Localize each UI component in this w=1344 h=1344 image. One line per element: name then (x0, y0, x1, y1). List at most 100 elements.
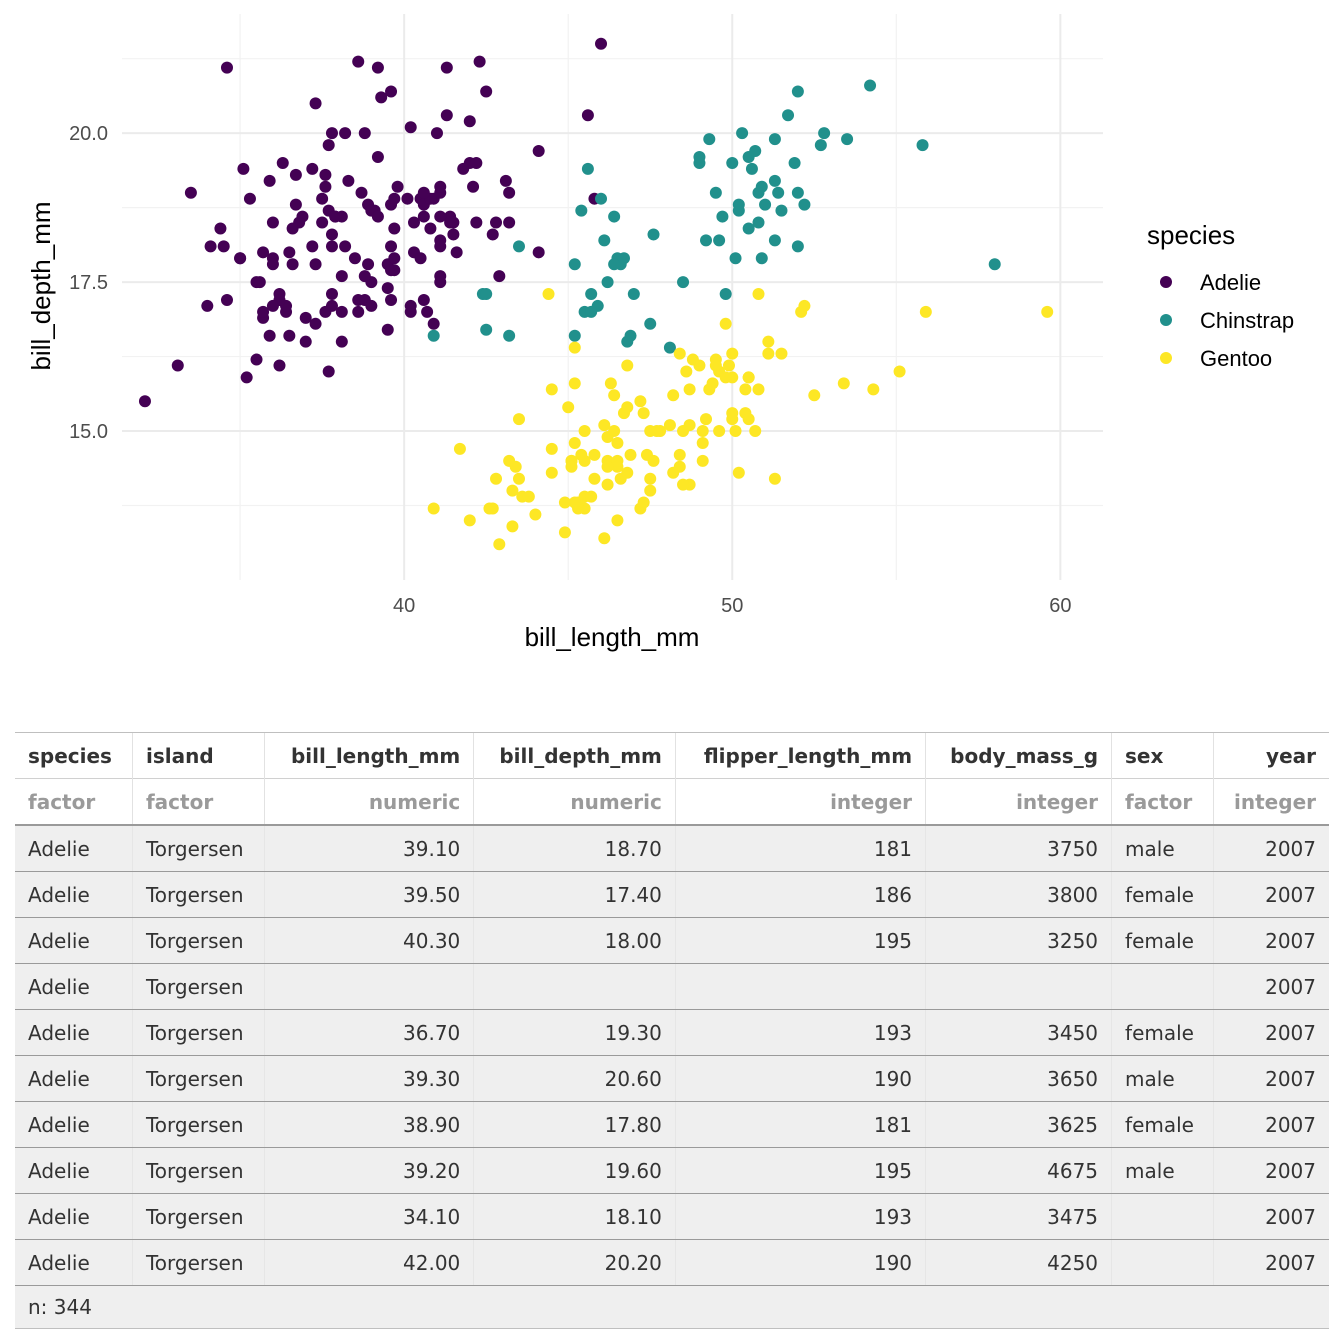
point-gentoo (719, 317, 732, 330)
point-gentoo (686, 353, 699, 366)
cell-sex: male (1111, 1147, 1214, 1194)
cell-body-mass-g (925, 963, 1112, 1010)
cell-flipper-length-mm: 195 (674, 1147, 926, 1194)
point-chinstrap (736, 127, 749, 140)
point-adelie (417, 186, 430, 199)
grid (122, 14, 1103, 580)
point-adelie (414, 252, 427, 265)
point-adelie (266, 216, 279, 229)
point-adelie (266, 258, 279, 271)
cell-sex: female (1111, 1009, 1214, 1056)
point-chinstrap (752, 186, 765, 199)
column-header-flipper-length-mm: flipper_length_mm (674, 732, 926, 779)
point-chinstrap (726, 156, 739, 169)
point-chinstrap (768, 234, 781, 247)
cell-body-mass-g: 4250 (925, 1239, 1112, 1286)
point-adelie (401, 192, 414, 205)
cell-flipper-length-mm: 190 (674, 1055, 926, 1102)
x-tick-label: 60 (1049, 595, 1071, 617)
point-chinstrap (775, 204, 788, 217)
point-chinstrap (575, 204, 588, 217)
point-chinstrap (601, 276, 614, 289)
point-adelie (388, 264, 401, 277)
point-chinstrap (617, 252, 630, 265)
point-chinstrap (752, 216, 765, 229)
point-adelie (417, 293, 430, 306)
point-adelie (319, 180, 332, 193)
point-gentoo (673, 347, 686, 360)
point-chinstrap (703, 133, 716, 146)
point-gentoo (558, 526, 571, 539)
table-row: Adelie Torgersen 39.30 20.60 190 3650 male 2007 (15, 1055, 1329, 1102)
point-adelie (263, 329, 276, 342)
point-chinstrap (768, 174, 781, 187)
point-gentoo (624, 448, 637, 461)
point-gentoo (709, 359, 722, 372)
point-gentoo (529, 508, 542, 521)
point-gentoo (673, 448, 686, 461)
point-chinstrap (627, 288, 640, 301)
cell-sex: male (1111, 1055, 1214, 1102)
point-adelie (388, 222, 401, 235)
cell-species: Adelie (15, 1055, 133, 1102)
point-adelie (299, 335, 312, 348)
table-row: Adelie Torgersen 2007 (15, 963, 1329, 1010)
point-chinstrap (713, 234, 726, 247)
point-chinstrap (916, 139, 929, 152)
column-type-species: factor (15, 778, 133, 826)
point-chinstrap (693, 150, 706, 163)
point-chinstrap (782, 109, 795, 122)
cell-sex: female (1111, 871, 1214, 918)
point-gentoo (522, 490, 535, 503)
cell-species: Adelie (15, 1147, 133, 1194)
point-adelie (532, 145, 545, 158)
point-gentoo (506, 520, 519, 533)
cell-flipper-length-mm: 181 (674, 1101, 926, 1148)
point-chinstrap (585, 305, 598, 318)
point-gentoo (601, 460, 614, 473)
point-adelie (348, 252, 361, 265)
point-chinstrap (598, 234, 611, 247)
column-header-year: year (1213, 732, 1329, 779)
point-adelie (237, 162, 250, 175)
point-adelie (335, 305, 348, 318)
cell-bill-depth-mm: 18.00 (473, 917, 676, 964)
point-adelie (440, 61, 453, 74)
point-adelie (467, 180, 480, 193)
cell-bill-length-mm: 38.90 (264, 1101, 474, 1148)
cell-island: Torgersen (131, 963, 265, 1010)
point-chinstrap (814, 139, 827, 152)
point-adelie (371, 61, 384, 74)
x-axis-title: bill_length_mm (525, 622, 700, 652)
point-adelie (325, 240, 338, 253)
point-adelie (214, 222, 227, 235)
point-adelie (276, 156, 289, 169)
data-table: species island bill_length_mm bill_depth_mm… (15, 732, 1329, 1329)
y-tick-label: 20.0 (69, 123, 108, 145)
cell-sex: female (1111, 1101, 1214, 1148)
y-axis-title: bill_depth_mm (26, 201, 56, 370)
point-gentoo (621, 359, 634, 372)
point-gentoo (677, 425, 690, 438)
point-gentoo (729, 425, 742, 438)
point-gentoo (598, 532, 611, 545)
cell-island: Torgersen (131, 1009, 265, 1056)
point-chinstrap (503, 329, 516, 342)
point-adelie (417, 210, 430, 223)
cell-bill-length-mm: 42.00 (264, 1239, 474, 1286)
point-adelie (184, 186, 197, 199)
point-gentoo (545, 466, 558, 479)
point-chinstrap (791, 186, 804, 199)
cell-species: Adelie (15, 871, 133, 918)
cell-year: 2007 (1213, 1055, 1329, 1102)
point-adelie (424, 222, 437, 235)
point-adelie (273, 359, 286, 372)
point-adelie (358, 270, 371, 283)
point-adelie (371, 210, 384, 223)
point-adelie (352, 55, 365, 68)
table-row: Adelie Torgersen 36.70 19.30 193 3450 female 20… (15, 1009, 1329, 1056)
x-axis-ticks: 40 50 60 (393, 595, 1071, 617)
point-gentoo (663, 419, 676, 432)
point-chinstrap (663, 341, 676, 354)
point-adelie (434, 180, 447, 193)
